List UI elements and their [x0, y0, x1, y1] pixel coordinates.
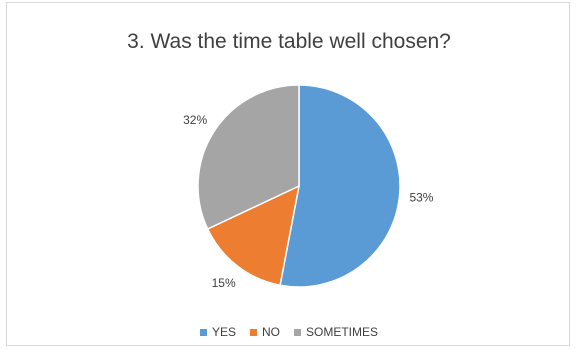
data-label-sometimes: 32% [183, 113, 207, 127]
chart-title: 3. Was the time table well chosen? [127, 30, 451, 53]
data-label-yes: 53% [409, 191, 433, 205]
legend: YES NO SOMETIMES [199, 325, 378, 339]
legend-label-no: NO [262, 325, 280, 339]
pie-slice-yes [279, 84, 401, 288]
legend-swatch-yes [199, 329, 207, 336]
pie-slices [197, 84, 401, 288]
pie-slice-no [206, 184, 301, 287]
data-labels: 53% 15% 32% [183, 113, 434, 290]
legend-label-sometimes: SOMETIMES [306, 325, 378, 339]
legend-swatch-sometimes [294, 329, 302, 336]
legend-label-yes: YES [212, 325, 236, 339]
data-label-no: 15% [212, 276, 236, 290]
legend-swatch-no [250, 329, 258, 336]
pie-slice-sometimes [197, 84, 300, 231]
